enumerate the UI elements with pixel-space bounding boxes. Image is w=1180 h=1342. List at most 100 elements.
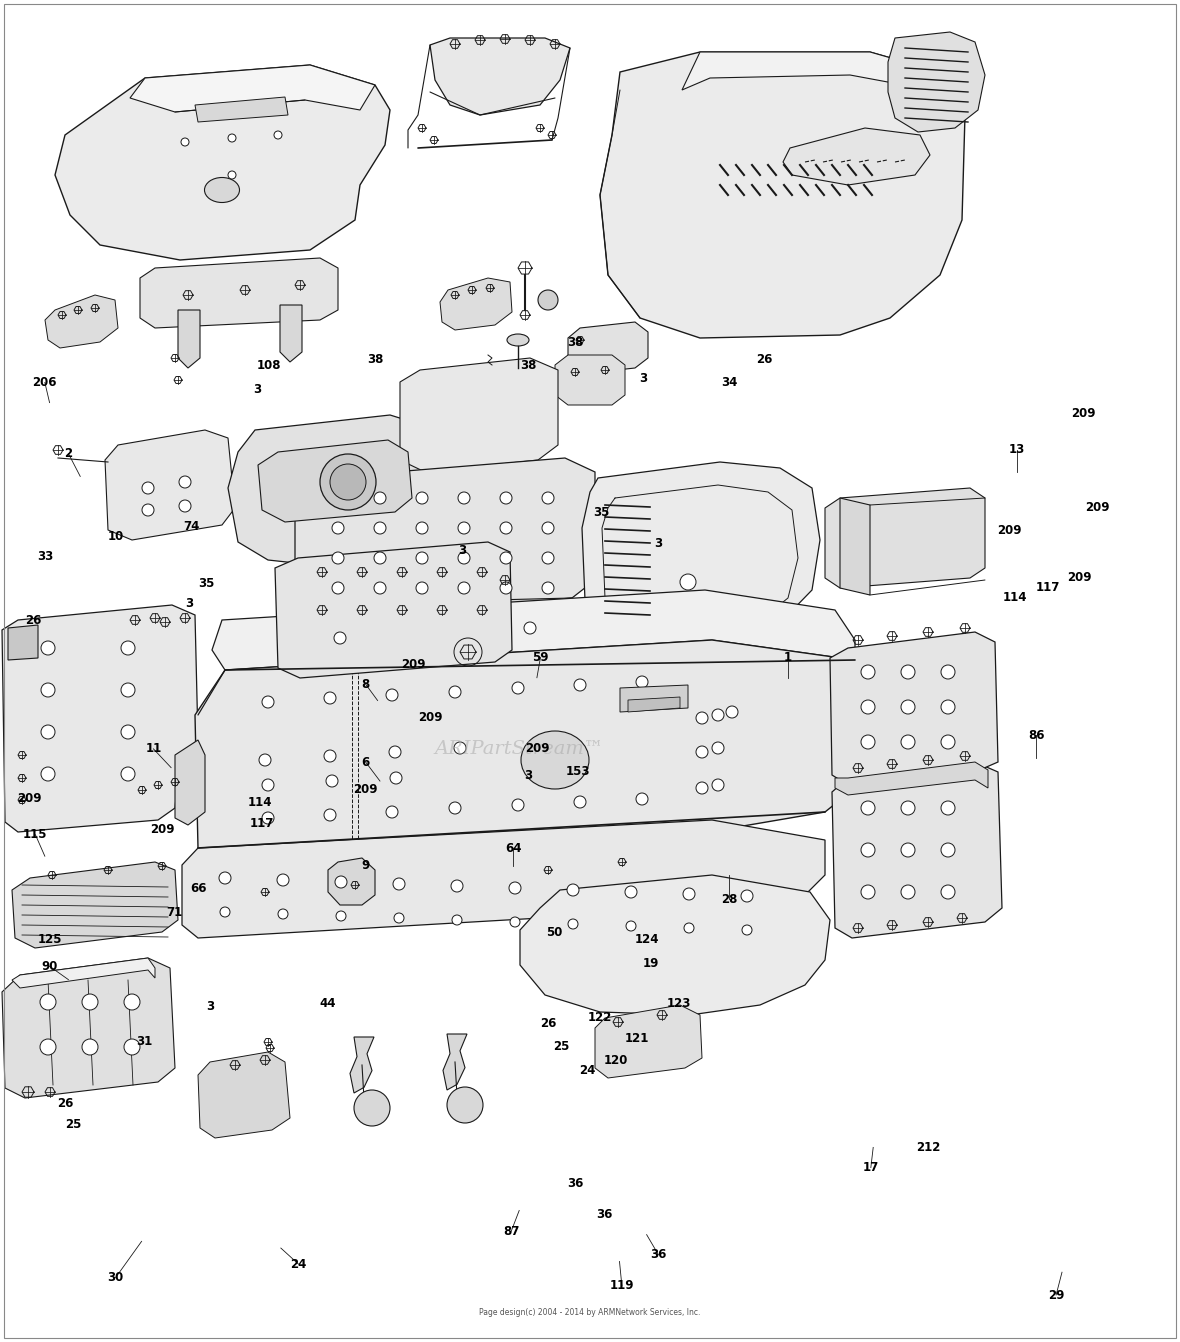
Circle shape bbox=[179, 501, 191, 513]
Text: 121: 121 bbox=[625, 1032, 649, 1045]
Circle shape bbox=[320, 454, 376, 510]
Text: 38: 38 bbox=[568, 336, 584, 349]
Text: 66: 66 bbox=[190, 882, 206, 895]
Circle shape bbox=[627, 921, 636, 931]
Circle shape bbox=[940, 701, 955, 714]
Circle shape bbox=[568, 884, 579, 896]
Text: 115: 115 bbox=[24, 828, 47, 841]
Polygon shape bbox=[275, 542, 512, 678]
Text: 24: 24 bbox=[579, 1064, 596, 1078]
Polygon shape bbox=[830, 632, 998, 785]
Circle shape bbox=[524, 621, 536, 633]
Text: 29: 29 bbox=[1048, 1288, 1064, 1302]
Circle shape bbox=[458, 552, 470, 564]
Polygon shape bbox=[12, 958, 155, 988]
Circle shape bbox=[542, 582, 553, 595]
Circle shape bbox=[683, 888, 695, 900]
Circle shape bbox=[940, 801, 955, 815]
Circle shape bbox=[417, 493, 428, 505]
Polygon shape bbox=[175, 739, 205, 825]
Text: 26: 26 bbox=[540, 1017, 557, 1031]
Text: 3: 3 bbox=[459, 544, 466, 557]
Circle shape bbox=[542, 552, 553, 564]
Circle shape bbox=[262, 696, 274, 709]
Circle shape bbox=[450, 803, 461, 815]
Text: 209: 209 bbox=[997, 523, 1021, 537]
Circle shape bbox=[861, 843, 876, 858]
Text: 3: 3 bbox=[206, 1000, 214, 1013]
Circle shape bbox=[277, 874, 289, 886]
Text: 117: 117 bbox=[1036, 581, 1060, 595]
Polygon shape bbox=[178, 310, 199, 368]
Text: 117: 117 bbox=[250, 817, 274, 831]
Circle shape bbox=[902, 843, 914, 858]
Circle shape bbox=[538, 290, 558, 310]
Circle shape bbox=[742, 925, 752, 935]
Circle shape bbox=[902, 801, 914, 815]
Circle shape bbox=[741, 890, 753, 902]
Polygon shape bbox=[130, 64, 375, 111]
Text: 36: 36 bbox=[568, 1177, 584, 1190]
Text: 209: 209 bbox=[1071, 407, 1095, 420]
Text: 38: 38 bbox=[367, 353, 384, 366]
Circle shape bbox=[324, 750, 336, 762]
Text: 124: 124 bbox=[635, 933, 658, 946]
Circle shape bbox=[389, 746, 401, 758]
Circle shape bbox=[124, 994, 140, 1011]
Circle shape bbox=[40, 1039, 55, 1055]
Text: 59: 59 bbox=[532, 651, 549, 664]
Circle shape bbox=[568, 919, 578, 929]
Text: 36: 36 bbox=[596, 1208, 612, 1221]
Text: 209: 209 bbox=[151, 823, 175, 836]
Text: 212: 212 bbox=[917, 1141, 940, 1154]
Circle shape bbox=[336, 911, 346, 921]
Circle shape bbox=[940, 884, 955, 899]
Circle shape bbox=[219, 872, 231, 884]
Polygon shape bbox=[228, 415, 445, 568]
Circle shape bbox=[940, 843, 955, 858]
Circle shape bbox=[452, 915, 463, 925]
Text: 209: 209 bbox=[18, 792, 41, 805]
Circle shape bbox=[274, 132, 282, 140]
Polygon shape bbox=[2, 605, 198, 832]
Text: 87: 87 bbox=[503, 1225, 519, 1239]
Circle shape bbox=[454, 742, 466, 754]
Circle shape bbox=[219, 907, 230, 917]
Text: 35: 35 bbox=[594, 506, 610, 519]
Text: 209: 209 bbox=[525, 742, 549, 756]
Polygon shape bbox=[784, 127, 930, 185]
Circle shape bbox=[902, 701, 914, 714]
Polygon shape bbox=[140, 258, 337, 327]
Circle shape bbox=[500, 552, 512, 564]
Polygon shape bbox=[832, 762, 1002, 938]
Text: 125: 125 bbox=[38, 933, 61, 946]
Text: 19: 19 bbox=[643, 957, 660, 970]
Circle shape bbox=[386, 688, 398, 701]
Circle shape bbox=[542, 493, 553, 505]
Circle shape bbox=[902, 735, 914, 749]
Circle shape bbox=[228, 134, 236, 142]
Text: 120: 120 bbox=[604, 1053, 628, 1067]
Circle shape bbox=[393, 878, 405, 890]
Circle shape bbox=[509, 882, 522, 894]
Circle shape bbox=[228, 170, 236, 178]
Text: 153: 153 bbox=[566, 765, 590, 778]
Circle shape bbox=[940, 666, 955, 679]
Text: 36: 36 bbox=[650, 1248, 667, 1261]
Text: 86: 86 bbox=[1028, 729, 1044, 742]
Circle shape bbox=[334, 632, 346, 644]
Circle shape bbox=[374, 552, 386, 564]
Text: 3: 3 bbox=[185, 597, 192, 611]
Text: 114: 114 bbox=[248, 796, 271, 809]
Text: 64: 64 bbox=[505, 841, 522, 855]
Circle shape bbox=[394, 913, 404, 923]
Text: 28: 28 bbox=[721, 892, 738, 906]
Polygon shape bbox=[2, 958, 175, 1098]
Circle shape bbox=[332, 493, 345, 505]
Text: 3: 3 bbox=[655, 537, 662, 550]
Circle shape bbox=[330, 464, 366, 501]
Circle shape bbox=[510, 917, 520, 927]
Circle shape bbox=[124, 1039, 140, 1055]
Polygon shape bbox=[835, 762, 988, 794]
Circle shape bbox=[500, 582, 512, 595]
